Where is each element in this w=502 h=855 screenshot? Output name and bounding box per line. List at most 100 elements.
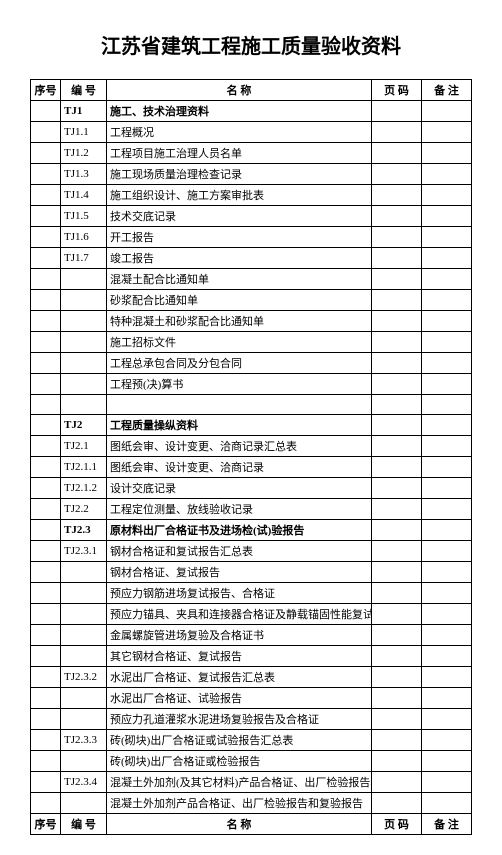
cell-mingcheng: 钢材合格证和复试报告汇总表 — [107, 541, 372, 562]
cell-yema — [372, 583, 422, 604]
cell-mingcheng: 预应力孔道灌浆水泥进场复验报告及合格证 — [107, 709, 372, 730]
cell-mingcheng: 混凝土配合比通知单 — [107, 269, 372, 290]
table-row: 预应力孔道灌浆水泥进场复验报告及合格证 — [31, 709, 472, 730]
data-table: 序号 编 号 名 称 页 码 备 注 TJ1施工、技术治理资料TJ1.1工程概况… — [30, 79, 472, 835]
cell-bianhao: TJ2.1.2 — [61, 478, 107, 499]
table-footer-row: 序号 编 号 名 称 页 码 备 注 — [31, 814, 472, 835]
table-row: TJ1施工、技术治理资料 — [31, 101, 472, 122]
cell-xuhao — [31, 164, 61, 185]
table-row: 预应力钢筋进场复试报告、合格证 — [31, 583, 472, 604]
cell-beizhu — [422, 206, 472, 227]
cell-xuhao — [31, 311, 61, 332]
cell-mingcheng: 工程质量操纵资料 — [107, 415, 372, 436]
cell-bianhao: TJ2.1.1 — [61, 457, 107, 478]
cell-xuhao — [31, 793, 61, 814]
cell-yema — [372, 793, 422, 814]
cell-beizhu — [422, 541, 472, 562]
table-row: TJ2.3.3砖(砌块)出厂合格证或试验报告汇总表 — [31, 730, 472, 751]
cell-mingcheng: 图纸会审、设计变更、洽商记录汇总表 — [107, 436, 372, 457]
cell-bianhao: TJ1.3 — [61, 164, 107, 185]
cell-bianhao: TJ1.4 — [61, 185, 107, 206]
cell-xuhao — [31, 206, 61, 227]
cell-yema — [372, 772, 422, 793]
table-row: 砖(砌块)出厂合格证或检验报告 — [31, 751, 472, 772]
cell-yema — [372, 395, 422, 415]
cell-yema — [372, 206, 422, 227]
table-row: 工程预(决)算书 — [31, 374, 472, 395]
cell-mingcheng: 砖(砌块)出厂合格证或试验报告汇总表 — [107, 730, 372, 751]
table-row: 工程总承包合同及分包合同 — [31, 353, 472, 374]
cell-mingcheng: 混凝土外加剂产品合格证、出厂检验报告和复验报告 — [107, 793, 372, 814]
table-row: TJ2.3.1钢材合格证和复试报告汇总表 — [31, 541, 472, 562]
cell-xuhao — [31, 583, 61, 604]
cell-beizhu — [422, 332, 472, 353]
table-row: 特种混凝土和砂浆配合比通知单 — [31, 311, 472, 332]
cell-beizhu — [422, 751, 472, 772]
cell-beizhu — [422, 395, 472, 415]
cell-mingcheng: 水泥出厂合格证、复试报告汇总表 — [107, 667, 372, 688]
cell-xuhao — [31, 772, 61, 793]
col-yema-foot: 页 码 — [372, 814, 422, 835]
cell-beizhu — [422, 457, 472, 478]
cell-yema — [372, 290, 422, 311]
cell-beizhu — [422, 122, 472, 143]
cell-beizhu — [422, 478, 472, 499]
cell-xuhao — [31, 395, 61, 415]
cell-xuhao — [31, 478, 61, 499]
table-row: 混凝土外加剂产品合格证、出厂检验报告和复验报告 — [31, 793, 472, 814]
page-title: 江苏省建筑工程施工质量验收资料 — [30, 30, 472, 59]
cell-yema — [372, 227, 422, 248]
table-row: TJ1.7竣工报告 — [31, 248, 472, 269]
cell-beizhu — [422, 772, 472, 793]
cell-beizhu — [422, 374, 472, 395]
cell-mingcheng: 砂浆配合比通知单 — [107, 290, 372, 311]
table-header-row: 序号 编 号 名 称 页 码 备 注 — [31, 80, 472, 101]
cell-yema — [372, 164, 422, 185]
cell-beizhu — [422, 353, 472, 374]
cell-xuhao — [31, 290, 61, 311]
table-row: TJ2.3.4混凝土外加剂(及其它材料)产品合格证、出厂检验报告和复验报告汇总表 — [31, 772, 472, 793]
cell-beizhu — [422, 290, 472, 311]
cell-yema — [372, 332, 422, 353]
table-row: 混凝土配合比通知单 — [31, 269, 472, 290]
cell-xuhao — [31, 436, 61, 457]
cell-bianhao: TJ1.5 — [61, 206, 107, 227]
table-row: 水泥出厂合格证、试验报告 — [31, 688, 472, 709]
cell-bianhao: TJ2.1 — [61, 436, 107, 457]
cell-beizhu — [422, 436, 472, 457]
cell-yema — [372, 667, 422, 688]
table-row: TJ1.3施工现场质量治理检查记录 — [31, 164, 472, 185]
cell-mingcheng: 工程概况 — [107, 122, 372, 143]
cell-beizhu — [422, 143, 472, 164]
cell-mingcheng: 水泥出厂合格证、试验报告 — [107, 688, 372, 709]
cell-beizhu — [422, 101, 472, 122]
cell-mingcheng: 开工报告 — [107, 227, 372, 248]
table-row: TJ2.2工程定位测量、放线验收记录 — [31, 499, 472, 520]
cell-bianhao — [61, 269, 107, 290]
cell-yema — [372, 604, 422, 625]
cell-bianhao: TJ2.3.1 — [61, 541, 107, 562]
cell-mingcheng: 金属螺旋管进场复验及合格证书 — [107, 625, 372, 646]
table-row: 砂浆配合比通知单 — [31, 290, 472, 311]
cell-mingcheng: 竣工报告 — [107, 248, 372, 269]
cell-xuhao — [31, 625, 61, 646]
cell-mingcheng: 图纸会审、设计变更、洽商记录 — [107, 457, 372, 478]
cell-mingcheng: 设计交底记录 — [107, 478, 372, 499]
col-beizhu-foot: 备 注 — [422, 814, 472, 835]
cell-bianhao: TJ1.6 — [61, 227, 107, 248]
cell-bianhao — [61, 583, 107, 604]
cell-yema — [372, 185, 422, 206]
cell-bianhao: TJ1.1 — [61, 122, 107, 143]
cell-beizhu — [422, 709, 472, 730]
cell-mingcheng — [107, 395, 372, 415]
cell-mingcheng: 混凝土外加剂(及其它材料)产品合格证、出厂检验报告和复验报告汇总表 — [107, 772, 372, 793]
cell-xuhao — [31, 457, 61, 478]
cell-beizhu — [422, 311, 472, 332]
cell-mingcheng: 施工组织设计、施工方案审批表 — [107, 185, 372, 206]
table-row: TJ1.6开工报告 — [31, 227, 472, 248]
cell-beizhu — [422, 499, 472, 520]
cell-mingcheng: 砖(砌块)出厂合格证或检验报告 — [107, 751, 372, 772]
col-xuhao-foot: 序号 — [31, 814, 61, 835]
col-yema: 页 码 — [372, 80, 422, 101]
cell-bianhao — [61, 793, 107, 814]
